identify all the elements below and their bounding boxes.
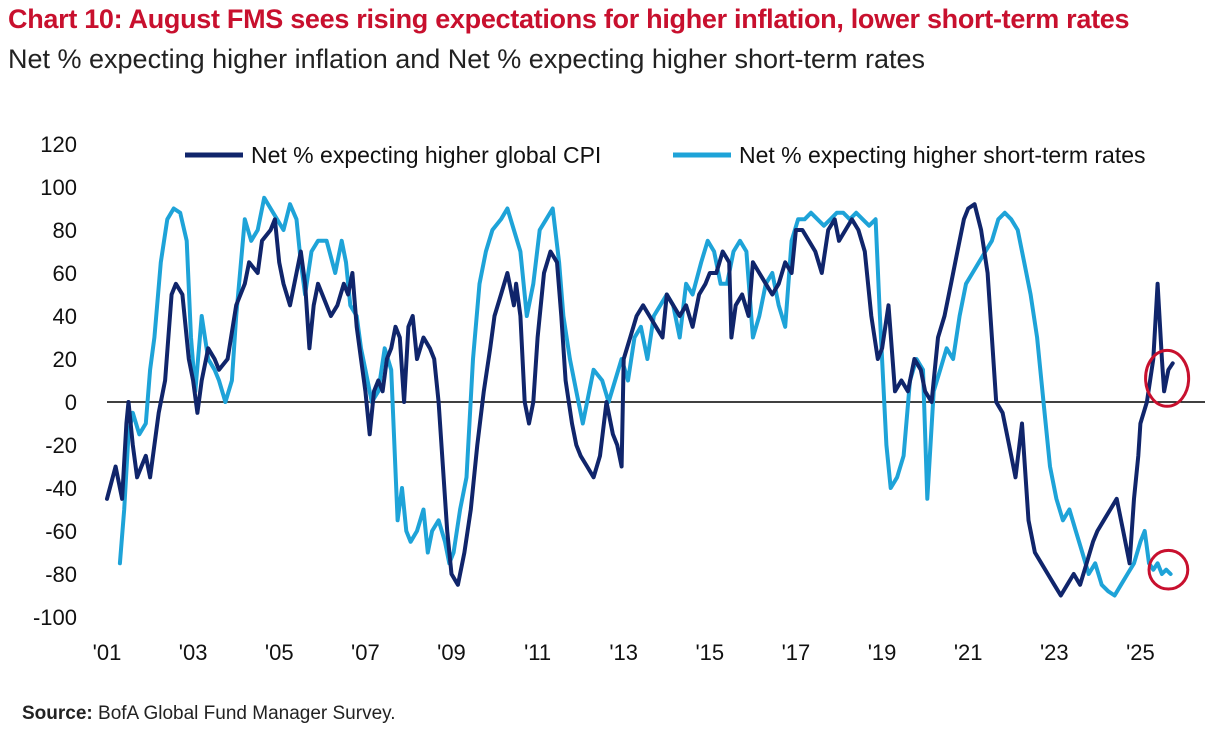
highlight-circle xyxy=(1147,548,1190,591)
y-tick-label: 120 xyxy=(40,132,77,157)
legend-label-cpi: Net % expecting higher global CPI xyxy=(251,142,601,168)
x-tick-label: '09 xyxy=(437,640,466,665)
annotation-layer xyxy=(1144,348,1191,591)
y-tick-label: -80 xyxy=(45,562,77,587)
x-tick-label: '23 xyxy=(1040,640,1069,665)
y-tick-label: 40 xyxy=(53,304,77,329)
x-tick-label: '21 xyxy=(954,640,983,665)
y-tick-label: -40 xyxy=(45,476,77,501)
source-note: Source: BofA Global Fund Manager Survey. xyxy=(22,703,396,725)
y-tick-label: 20 xyxy=(53,347,77,372)
series-line-cpi xyxy=(105,202,1175,598)
series-line-rates xyxy=(117,195,1173,598)
y-tick-label: 60 xyxy=(53,261,77,286)
legend: Net % expecting higher global CPI Net % … xyxy=(185,142,1146,168)
x-tick-label: '17 xyxy=(782,640,811,665)
x-tick-label: '19 xyxy=(868,640,897,665)
y-tick-label: -60 xyxy=(45,519,77,544)
x-tick-label: '11 xyxy=(524,640,551,665)
x-tick-label: '01 xyxy=(93,640,122,665)
x-tick-label: '13 xyxy=(609,640,638,665)
legend-label-rates: Net % expecting higher short-term rates xyxy=(739,142,1146,168)
axis-layer: 120 100 80 60 40 20 0 -20 -40 -60 -80 -100 '01 '03 '05… xyxy=(33,132,1205,665)
y-tick-label: 80 xyxy=(53,218,77,243)
source-text: BofA Global Fund Manager Survey. xyxy=(98,703,396,724)
series-layer xyxy=(105,195,1175,598)
x-tick-label: '15 xyxy=(695,640,724,665)
chart-title: Chart 10: August FMS sees rising expecta… xyxy=(8,4,1130,34)
chart-subtitle: Net % expecting higher inflation and Net… xyxy=(8,44,925,74)
x-tick-label: '07 xyxy=(351,640,380,665)
source-label: Source: xyxy=(22,703,93,724)
highlight-circle xyxy=(1144,348,1191,408)
y-tick-label: -20 xyxy=(45,433,77,458)
y-tick-label: 100 xyxy=(40,175,77,200)
y-tick-label: 0 xyxy=(65,390,77,415)
x-tick-label: '05 xyxy=(265,640,294,665)
x-tick-label: '25 xyxy=(1126,640,1155,665)
y-tick-label: -100 xyxy=(33,605,77,630)
x-tick-label: '03 xyxy=(179,640,208,665)
